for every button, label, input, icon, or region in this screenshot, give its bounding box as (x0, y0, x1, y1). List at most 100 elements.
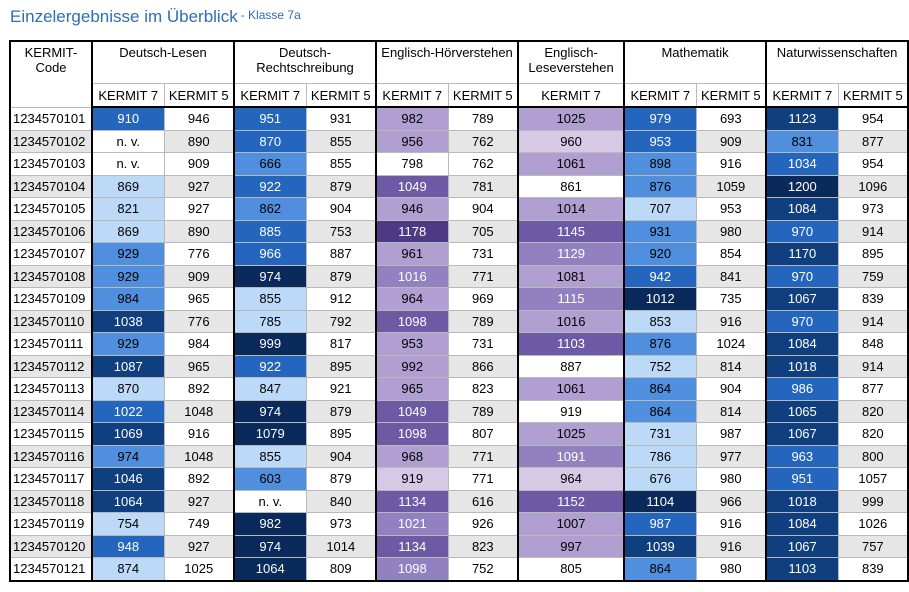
score-cell-kermit7: 1098 (375, 309, 449, 333)
score-cell-kermit5: 839 (837, 287, 909, 311)
score-cell-kermit7: n. v. (91, 152, 165, 176)
score-cell-kermit7: 986 (765, 377, 839, 401)
student-code: 1234570115 (9, 422, 93, 446)
score-cell-kermit7: 948 (91, 534, 165, 558)
score-cell-kermit7: 752 (623, 354, 697, 378)
score-cell-kermit7: 919 (375, 467, 449, 491)
table-body: 1234570101 910 946 951 931 982 789 1025 979 693 11… (9, 106, 909, 582)
score-cell-kermit7: 1134 (375, 489, 449, 513)
score-cell-kermit7: 982 (233, 512, 307, 536)
score-cell-kermit5: 879 (305, 467, 377, 491)
score-cell-kermit5: 914 (837, 309, 909, 333)
score-cell-kermit7: 1067 (765, 422, 839, 446)
score-cell-kermit5: 954 (837, 152, 909, 176)
score-cell-kermit5: 987 (695, 422, 767, 446)
table-row: 1234570118 1064 927 n. v. 840 1134 616 1152 1104… (9, 489, 909, 513)
student-code: 1234570104 (9, 174, 93, 198)
score-cell-kermit5: 879 (305, 264, 377, 288)
score-cell-kermit7: 1098 (375, 557, 449, 582)
score-cell-kermit7: 974 (233, 399, 307, 423)
score-cell-kermit7: 870 (91, 377, 165, 401)
table-row: 1234570112 1087 965 922 895 992 866 887 752 814 10… (9, 354, 909, 378)
score-cell-kermit7: 666 (233, 152, 307, 176)
score-cell-kermit7: 1200 (765, 174, 839, 198)
group-header-deutsch-lesen: Deutsch-Lesen (90, 40, 235, 84)
score-cell-kermit7: 1007 (517, 512, 625, 536)
score-cell-kermit7: 676 (623, 467, 697, 491)
student-code: 1234570118 (9, 489, 93, 513)
score-cell-kermit5: 877 (837, 129, 909, 153)
score-cell-kermit7: 869 (91, 174, 165, 198)
score-cell-kermit7: 603 (233, 467, 307, 491)
table-row: 1234570106 869 890 885 753 1178 705 1145 931 980 9… (9, 219, 909, 243)
score-cell-kermit5: 762 (447, 129, 519, 153)
score-cell-kermit5: 792 (305, 309, 377, 333)
score-cell-kermit5: 1014 (305, 534, 377, 558)
score-cell-kermit7: 919 (517, 399, 625, 423)
table-row: 1234570119 754 749 982 973 1021 926 1007 987 916 1… (9, 512, 909, 536)
score-cell-kermit5: 977 (695, 444, 767, 468)
score-cell-kermit7: 864 (623, 377, 697, 401)
score-cell-kermit7: 1103 (517, 332, 625, 356)
table-row: 1234570116 974 1048 855 904 968 771 1091 786 977 9… (9, 444, 909, 468)
score-cell-kermit7: 1087 (91, 354, 165, 378)
score-cell-kermit7: 862 (233, 197, 307, 221)
score-cell-kermit5: 916 (695, 534, 767, 558)
student-code: 1234570112 (9, 354, 93, 378)
score-cell-kermit7: 885 (233, 219, 307, 243)
student-code: 1234570105 (9, 197, 93, 221)
score-cell-kermit7: 1025 (517, 422, 625, 446)
score-cell-kermit7: 956 (375, 129, 449, 153)
score-cell-kermit5: 840 (305, 489, 377, 513)
score-cell-kermit5: 807 (447, 422, 519, 446)
score-cell-kermit5: 984 (163, 332, 235, 356)
score-cell-kermit7: 1064 (233, 557, 307, 582)
student-code: 1234570106 (9, 219, 93, 243)
score-cell-kermit5: 904 (695, 377, 767, 401)
score-cell-kermit5: 823 (447, 377, 519, 401)
score-cell-kermit5: 980 (695, 467, 767, 491)
score-cell-kermit7: 997 (517, 534, 625, 558)
score-cell-kermit5: 909 (695, 129, 767, 153)
score-cell-kermit7: 961 (375, 242, 449, 266)
score-cell-kermit5: 916 (695, 309, 767, 333)
score-cell-kermit7: 1084 (765, 512, 839, 536)
table-row: 1234570104 869 927 922 879 1049 781 861 876 1059 1… (9, 174, 909, 198)
score-cell-kermit5: 999 (837, 489, 909, 513)
score-cell-kermit5: 890 (163, 129, 235, 153)
score-cell-kermit7: 1081 (517, 264, 625, 288)
subheader-kermit5: KERMIT 5 (837, 83, 909, 108)
score-cell-kermit5: 753 (305, 219, 377, 243)
student-code: 1234570102 (9, 129, 93, 153)
score-cell-kermit5: 749 (163, 512, 235, 536)
score-cell-kermit7: 1104 (623, 489, 697, 513)
score-cell-kermit5: 731 (447, 332, 519, 356)
score-cell-kermit5: 909 (163, 264, 235, 288)
score-cell-kermit7: 855 (233, 287, 307, 311)
score-cell-kermit5: 895 (305, 422, 377, 446)
score-cell-kermit5: 927 (163, 489, 235, 513)
score-cell-kermit7: 821 (91, 197, 165, 221)
score-cell-kermit7: 853 (623, 309, 697, 333)
subheader-kermit5: KERMIT 5 (695, 83, 767, 108)
score-cell-kermit7: 1012 (623, 287, 697, 311)
score-cell-kermit5: 809 (305, 557, 377, 582)
score-cell-kermit7: 1098 (375, 422, 449, 446)
score-cell-kermit7: 974 (233, 264, 307, 288)
score-cell-kermit5: 1059 (695, 174, 767, 198)
table-row: 1234570113 870 892 847 921 965 823 1061 864 904 98… (9, 377, 909, 401)
score-cell-kermit7: 1014 (517, 197, 625, 221)
group-header-englisch-hoerverstehen: Englisch-Hörverstehen (375, 40, 519, 84)
score-cell-kermit5: 927 (163, 534, 235, 558)
score-cell-kermit5: 789 (447, 399, 519, 423)
score-cell-kermit5: 1048 (163, 444, 235, 468)
score-cell-kermit7: 951 (233, 106, 307, 131)
score-cell-kermit7: 970 (765, 264, 839, 288)
score-cell-kermit5: 855 (305, 129, 377, 153)
score-cell-kermit5: 771 (447, 444, 519, 468)
score-cell-kermit7: 929 (91, 264, 165, 288)
score-cell-kermit5: 823 (447, 534, 519, 558)
score-cell-kermit7: 953 (623, 129, 697, 153)
score-cell-kermit5: 895 (837, 242, 909, 266)
title-row: Einzelergebnisse im Überblick - Klasse 7a (10, 7, 301, 31)
